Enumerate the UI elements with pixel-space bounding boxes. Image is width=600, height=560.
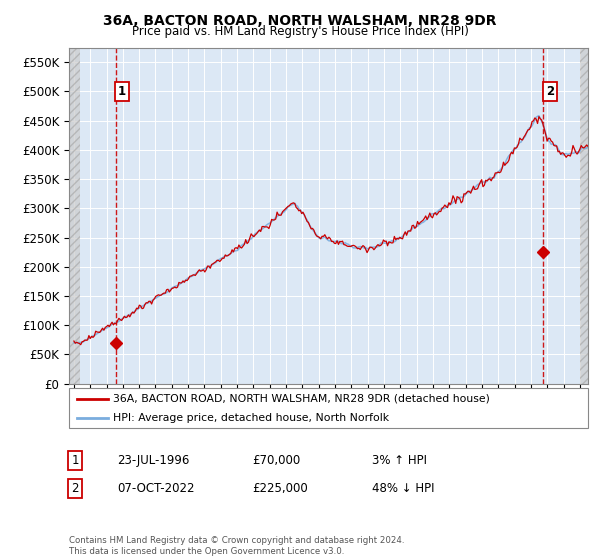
- Text: HPI: Average price, detached house, North Norfolk: HPI: Average price, detached house, Nort…: [113, 413, 389, 422]
- Text: 36A, BACTON ROAD, NORTH WALSHAM, NR28 9DR: 36A, BACTON ROAD, NORTH WALSHAM, NR28 9D…: [103, 14, 497, 28]
- Text: 2: 2: [546, 85, 554, 98]
- Text: 48% ↓ HPI: 48% ↓ HPI: [372, 482, 434, 495]
- Text: 36A, BACTON ROAD, NORTH WALSHAM, NR28 9DR (detached house): 36A, BACTON ROAD, NORTH WALSHAM, NR28 9D…: [113, 394, 490, 404]
- Text: 23-JUL-1996: 23-JUL-1996: [117, 454, 190, 467]
- Text: Price paid vs. HM Land Registry's House Price Index (HPI): Price paid vs. HM Land Registry's House …: [131, 25, 469, 38]
- FancyBboxPatch shape: [69, 388, 588, 428]
- Text: 3% ↑ HPI: 3% ↑ HPI: [372, 454, 427, 467]
- Bar: [580, 48, 593, 384]
- Text: 07-OCT-2022: 07-OCT-2022: [117, 482, 194, 495]
- Text: £225,000: £225,000: [252, 482, 308, 495]
- Text: 1: 1: [118, 85, 126, 98]
- Text: Contains HM Land Registry data © Crown copyright and database right 2024.
This d: Contains HM Land Registry data © Crown c…: [69, 536, 404, 556]
- Text: 2: 2: [71, 482, 79, 495]
- Text: £70,000: £70,000: [252, 454, 300, 467]
- Text: 1: 1: [71, 454, 79, 467]
- Bar: [69, 48, 80, 384]
